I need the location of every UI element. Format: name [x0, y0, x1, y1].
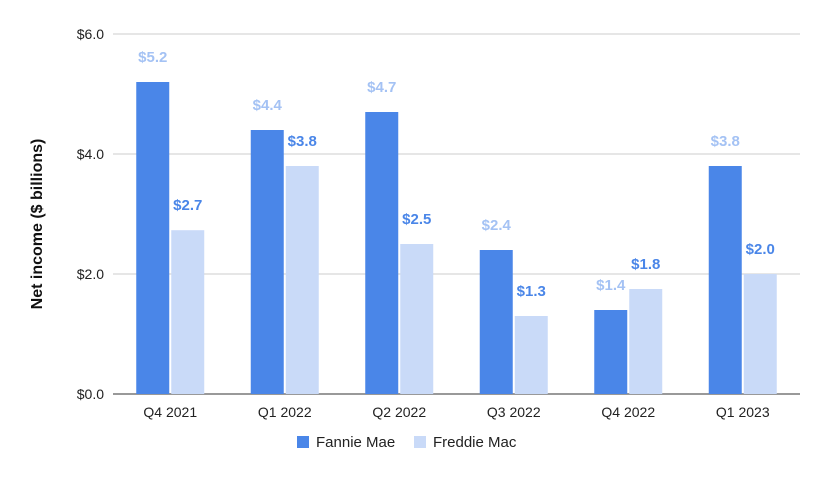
y-tick-label: $2.0: [77, 266, 104, 282]
legend-label: Fannie Mae: [316, 434, 395, 451]
y-axis-ticks: $0.0 $2.0 $4.0 $6.0: [77, 26, 104, 402]
data-label: $1.4: [596, 277, 626, 294]
data-label: $2.5: [402, 211, 431, 228]
bar-fannie-mae: [594, 310, 628, 394]
data-label: $3.8: [288, 133, 317, 150]
bar-freddie-mac: [171, 230, 205, 394]
bar-freddie-mac: [400, 244, 434, 394]
bar-fannie-mae: [479, 250, 513, 394]
y-axis-label: Net income ($ billions): [29, 139, 46, 310]
y-tick-label: $0.0: [77, 386, 104, 402]
x-tick-label: Q3 2022: [487, 404, 541, 420]
bar-fannie-mae: [365, 112, 399, 394]
data-label: $1.8: [631, 256, 660, 273]
data-label: $4.7: [367, 79, 396, 96]
x-tick-label: Q4 2021: [143, 404, 197, 420]
bars: [136, 82, 777, 394]
bar-freddie-mac: [285, 166, 319, 394]
bar-freddie-mac: [743, 274, 777, 394]
data-label: $2.7: [173, 197, 202, 214]
x-tick-label: Q1 2023: [716, 404, 770, 420]
x-tick-label: Q2 2022: [372, 404, 426, 420]
legend-swatch: [297, 436, 309, 448]
legend: Fannie Mae Freddie Mac: [297, 434, 517, 451]
gridlines: [113, 33, 800, 395]
data-label: $3.8: [711, 133, 740, 150]
bar-freddie-mac: [629, 289, 663, 394]
y-tick-label: $4.0: [77, 146, 104, 162]
legend-swatch: [414, 436, 426, 448]
x-tick-label: Q1 2022: [258, 404, 312, 420]
x-tick-label: Q4 2022: [601, 404, 655, 420]
data-label: $2.0: [746, 241, 775, 258]
data-label: $4.4: [253, 97, 283, 114]
data-label: $1.3: [517, 283, 546, 300]
data-label: $2.4: [482, 217, 512, 234]
legend-label: Freddie Mac: [433, 434, 517, 451]
bar-fannie-mae: [708, 166, 742, 394]
bar-fannie-mae: [136, 82, 170, 394]
x-axis-ticks: Q4 2021 Q1 2022 Q2 2022 Q3 2022 Q4 2022 Q1 20…: [143, 404, 769, 420]
data-label: $5.2: [138, 49, 167, 66]
data-labels: $5.2 $2.7 $4.4 $3.8 $4.7 $2.5 $2.4 $1.3 $1.4 $1.8…: [138, 49, 775, 300]
bar-freddie-mac: [514, 316, 548, 394]
y-tick-label: $6.0: [77, 26, 104, 42]
bar-fannie-mae: [250, 130, 284, 394]
